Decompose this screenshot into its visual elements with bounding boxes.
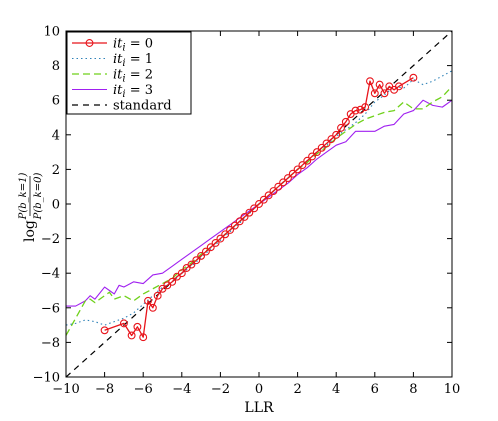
series-0-point	[332, 130, 341, 139]
x-tick-label: 4	[332, 382, 340, 397]
y-tick-label: 6	[52, 94, 60, 109]
y-tick-label: 4	[52, 128, 60, 143]
series-0-point	[127, 331, 136, 340]
series-0-point	[192, 256, 201, 265]
legend-label: iti = 1	[113, 52, 153, 69]
series-0-point	[206, 243, 215, 252]
series-0-point	[168, 277, 177, 286]
y-label-denominator: P(b_k=0)	[33, 173, 44, 221]
series-0-point	[255, 200, 263, 208]
series-0-point	[274, 182, 283, 191]
x-tick-label: −10	[52, 382, 79, 397]
legend-label: standard	[113, 99, 172, 114]
series-0-point	[303, 156, 312, 165]
series-0-point	[250, 204, 259, 213]
x-axis-title: LLR	[244, 400, 274, 416]
ticks-layer: −10 −8 −6 −4 −2 0 2 4 6 8 10 −10 −8 −6 −4 −2 0 2 4 6 8 10	[33, 25, 461, 398]
y-tick-label: 0	[52, 198, 60, 213]
series-0-point	[308, 152, 317, 161]
y-tick-label: −8	[41, 336, 60, 351]
series-0-point	[322, 139, 331, 148]
series-0-point	[298, 161, 307, 170]
x-tick-label: −8	[95, 382, 114, 397]
series-0-point	[312, 148, 321, 157]
series-0-point	[337, 123, 345, 132]
y-tick-label: −2	[41, 232, 60, 247]
series-0-point	[259, 195, 268, 204]
x-tick-label: 2	[293, 382, 301, 397]
series-0-point	[240, 213, 249, 221]
y-tick-label: 2	[52, 163, 60, 178]
series-0-point	[361, 103, 370, 112]
series-0-point	[148, 303, 157, 312]
series-0-point	[293, 165, 302, 174]
series-line-1	[66, 70, 452, 326]
y-tick-label: −10	[33, 371, 60, 386]
series-0-point	[351, 106, 360, 115]
series-0-point	[100, 326, 109, 335]
series-0-point	[187, 260, 196, 269]
series-0-point	[221, 230, 230, 239]
x-tick-label: −6	[134, 382, 153, 397]
series-0-point	[211, 238, 220, 247]
legend-label: iti = 2	[113, 68, 153, 85]
series-0-point	[264, 191, 273, 200]
series-0-point	[409, 73, 418, 82]
y-label-log: log	[22, 220, 38, 242]
series-0-point	[370, 89, 379, 98]
series-0-point	[375, 80, 384, 89]
series-0-point	[356, 105, 365, 114]
y-label-numerator: P(b_k=1)	[18, 173, 29, 221]
series-0-point	[394, 82, 403, 91]
x-tick-label: 10	[444, 382, 461, 397]
series-0-point	[119, 319, 128, 328]
series-0-point	[139, 333, 148, 342]
series-0-point	[230, 221, 239, 230]
legend-label: iti = 0	[113, 37, 153, 54]
series-0-point	[366, 77, 374, 86]
series-0-point	[317, 143, 326, 152]
series-0-point	[226, 226, 235, 234]
x-tick-label: 8	[409, 382, 417, 397]
legend-label: iti = 3	[113, 83, 153, 100]
series-0-point	[269, 187, 278, 195]
y-tick-label: −6	[41, 301, 60, 316]
series-0-point	[341, 117, 350, 126]
x-tick-label: 0	[255, 382, 263, 397]
x-tick-label: −4	[172, 382, 191, 397]
x-tick-label: −2	[211, 382, 230, 397]
series-0-point	[197, 251, 206, 260]
series-0-point	[235, 217, 244, 226]
series-0-point	[144, 296, 152, 305]
series-layer	[66, 31, 452, 377]
series-0-point	[153, 291, 162, 300]
series-0-point	[201, 247, 210, 256]
x-tick-label: 6	[371, 382, 379, 397]
series-0-point	[284, 174, 292, 183]
series-0-point	[177, 269, 186, 278]
series-line-3	[66, 99, 452, 307]
y-tick-label: 8	[52, 59, 60, 74]
y-tick-label: −4	[41, 267, 60, 282]
series-0-point	[288, 169, 297, 178]
series-0-point	[133, 322, 142, 331]
legend-marker	[85, 39, 94, 47]
series-0-point	[380, 89, 389, 98]
series-0-point	[327, 135, 336, 144]
series-0-point	[279, 178, 288, 187]
series-0-point	[216, 234, 225, 243]
series-0-point	[245, 208, 254, 217]
y-tick-label: 10	[43, 25, 60, 40]
